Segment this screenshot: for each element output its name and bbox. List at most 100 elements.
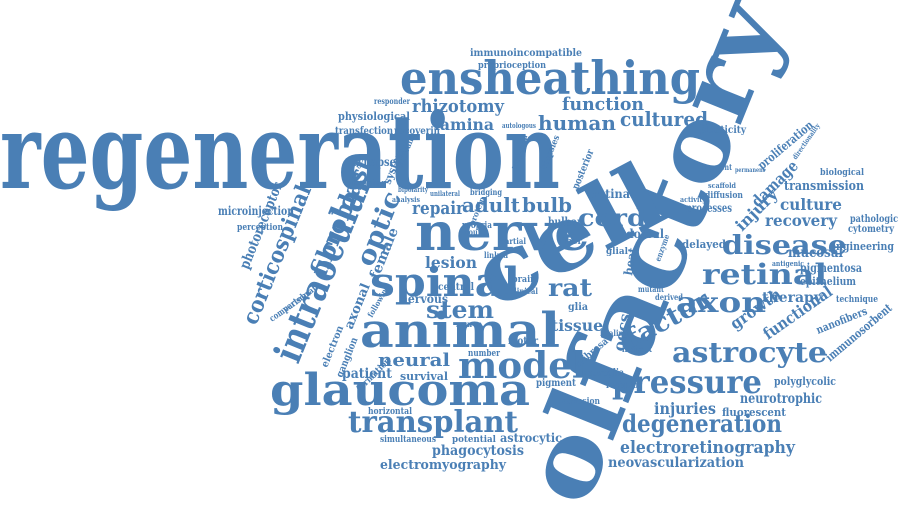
word-number: number xyxy=(468,349,500,359)
word-glaucoma: glaucoma xyxy=(270,365,530,416)
word-adult: adult xyxy=(462,193,521,217)
word-patient: patient xyxy=(342,366,392,382)
word-electroretinography: electroretinography xyxy=(620,438,796,458)
word-neuroglia: neuroglia xyxy=(582,368,624,379)
word-glial: glial xyxy=(606,247,629,257)
word-bulbar: bulbar xyxy=(548,215,583,229)
word-delayed: delayed xyxy=(682,238,726,251)
word-engineering: engineering xyxy=(830,240,894,253)
word-tissue: tissue xyxy=(551,316,603,335)
word-diffusion: diffusion xyxy=(705,191,743,201)
word-imaging: imaging xyxy=(352,179,387,189)
word-receptor: receptor xyxy=(606,381,642,391)
word-recovery: recovery xyxy=(765,211,838,230)
word-segment: segment xyxy=(702,162,732,172)
word-astrocyte: astrocyte xyxy=(672,336,827,369)
word-therapy: therapy xyxy=(762,290,823,306)
word-plasticity: plasticity xyxy=(700,125,747,136)
word-antigenic: antigenic xyxy=(772,259,804,268)
word-pathologic: pathologic xyxy=(850,214,898,225)
word-processes: processes xyxy=(686,201,732,215)
word-disease: disease xyxy=(722,231,847,261)
word-bipolarity: bipolarity xyxy=(398,185,429,194)
word-horizontal: horizontal xyxy=(368,407,412,417)
word-nervous: nervous xyxy=(400,292,448,306)
word-lamina: lamina xyxy=(434,115,494,134)
word-neovascularization: neovascularization xyxy=(608,455,744,471)
word-astrocytic: astrocytic xyxy=(500,431,562,445)
word-perception: perception xyxy=(237,223,283,233)
word-regeneration: regeneration xyxy=(0,90,560,213)
word-potential: potential xyxy=(452,435,497,445)
word-retina: retina xyxy=(592,187,630,201)
word-brain: brain xyxy=(512,275,536,285)
word-injuries: injuries xyxy=(654,399,716,418)
word-fiber: fiber xyxy=(560,237,582,247)
word-cultured: cultured xyxy=(620,107,708,131)
word-clinical: clinical xyxy=(510,286,538,296)
word-fluorescent: fluorescent xyxy=(722,406,787,419)
word-adhesion: adhesion xyxy=(562,397,600,407)
word-dorsal: dorsal xyxy=(626,227,664,241)
word-cord: cord xyxy=(578,203,646,232)
word-degeneration: degeneration xyxy=(622,409,782,438)
word-recoverin: recoverin xyxy=(394,126,441,137)
word-wound: wound xyxy=(462,227,487,237)
word-analysis: analysis xyxy=(392,195,420,204)
word-linked: linked xyxy=(484,250,508,260)
word-stem: stem xyxy=(426,295,494,324)
word-scaffold: scaffold xyxy=(708,181,736,190)
word-survival: survival xyxy=(400,370,448,383)
word-pigmentosa: pigmentosa xyxy=(800,261,862,275)
word-partial: partial xyxy=(500,236,526,246)
word-repair: repair xyxy=(412,198,464,219)
word-indirect: indirect xyxy=(622,344,652,354)
word-transfection: transfection xyxy=(335,126,394,137)
word-pressure: pressure xyxy=(612,363,762,401)
word-healing: healing xyxy=(600,328,628,338)
word-neural: neural xyxy=(378,350,450,371)
word-mucosal: mucosal xyxy=(788,245,843,261)
word-technique: technique xyxy=(836,295,878,305)
word-glia: glia xyxy=(568,302,588,313)
word-spinal: spinal xyxy=(370,259,520,306)
word-propria: propria xyxy=(462,221,492,231)
word-animal: animal xyxy=(360,303,560,359)
word-transplant: transplant xyxy=(348,405,518,440)
word-function: function xyxy=(562,94,644,115)
word-cytometry: cytometry xyxy=(848,224,895,235)
word-immunoincompatible: immunoincompatible xyxy=(470,48,582,59)
word-unilateral: unilateral xyxy=(430,189,460,198)
word-central: central xyxy=(438,282,474,293)
word-neurotrophic: neurotrophic xyxy=(740,391,822,407)
word-heat: heat xyxy=(621,246,640,276)
word-biological: biological xyxy=(820,168,865,178)
word-electromyography: electromyography xyxy=(380,458,506,473)
word-motor: motor xyxy=(508,336,539,347)
word-epithelium: epithelium xyxy=(800,275,856,288)
word-autologous: autologous xyxy=(502,121,536,130)
word-activity: activity xyxy=(680,195,707,204)
word-model: model xyxy=(458,345,586,387)
word-ensheathing: ensheathing xyxy=(400,51,700,105)
word-responder: responder xyxy=(374,96,411,106)
word-polyglycolic: polyglycolic xyxy=(774,375,836,388)
word-culture: culture xyxy=(780,195,842,214)
word-nerve: nerve xyxy=(415,202,590,263)
word-rat: rat xyxy=(548,273,592,302)
word-permanent: permanent xyxy=(735,167,765,174)
word-lesion: lesion xyxy=(425,253,477,272)
word-pigment: pigment xyxy=(536,378,576,389)
word-synapse: synapse xyxy=(352,155,396,169)
word-transmission: transmission xyxy=(784,179,864,194)
word-simultaneous: simultaneous xyxy=(380,435,436,445)
word-retinal: retinal xyxy=(702,258,827,291)
word-bridging: bridging xyxy=(470,187,502,197)
word-derived: derived xyxy=(655,292,683,302)
word-neuron: neuron xyxy=(456,319,482,329)
word-phagocytosis: phagocytosis xyxy=(432,443,524,459)
word-physiological: physiological xyxy=(338,110,410,123)
word-proprioception: proprioception xyxy=(478,61,546,71)
